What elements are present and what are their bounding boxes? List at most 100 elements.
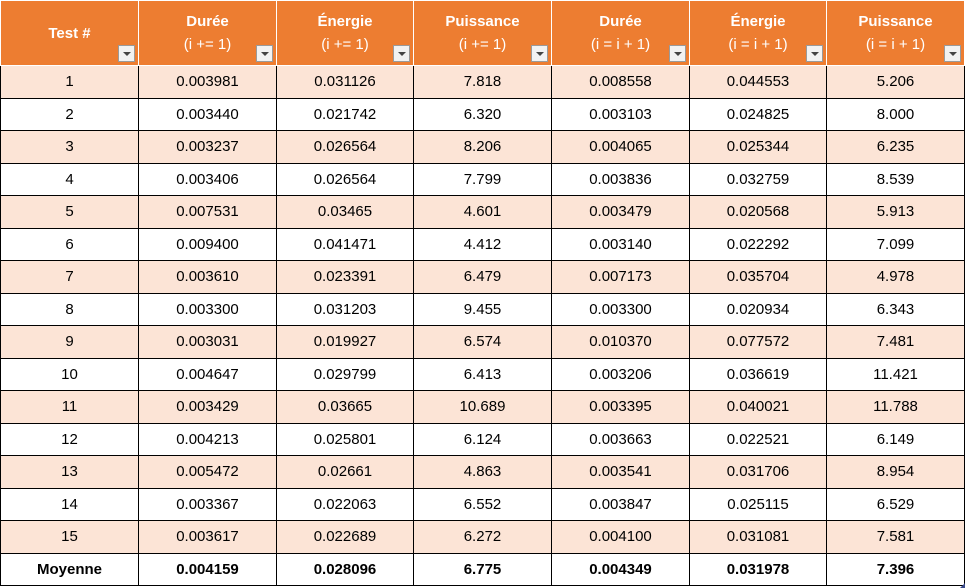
table-cell[interactable]: 0.003617: [138, 520, 277, 554]
table-cell[interactable]: 15: [0, 520, 139, 554]
table-cell[interactable]: 0.009400: [138, 227, 277, 261]
table-cell[interactable]: 0.003610: [138, 260, 277, 294]
table-cell[interactable]: 6.320: [413, 97, 552, 131]
average-cell[interactable]: 6.775: [413, 552, 552, 586]
table-cell[interactable]: 4.412: [413, 227, 552, 261]
table-cell[interactable]: 0.007531: [138, 195, 277, 229]
filter-dropdown-button[interactable]: [669, 45, 686, 62]
table-cell[interactable]: 4.863: [413, 455, 552, 489]
table-cell[interactable]: 0.004100: [551, 520, 690, 554]
table-cell[interactable]: 8.000: [826, 97, 965, 131]
table-cell[interactable]: 6.529: [826, 487, 965, 521]
table-resize-handle-icon[interactable]: [960, 583, 965, 588]
table-cell[interactable]: 0.029799: [276, 357, 414, 391]
average-cell[interactable]: 0.004159: [138, 552, 277, 586]
table-cell[interactable]: 8: [0, 292, 139, 326]
filter-dropdown-button[interactable]: [256, 45, 273, 62]
table-cell[interactable]: 11.421: [826, 357, 965, 391]
table-cell[interactable]: 0.003440: [138, 97, 277, 131]
table-cell[interactable]: 0.021742: [276, 97, 414, 131]
table-cell[interactable]: 0.003395: [551, 390, 690, 424]
table-cell[interactable]: 7.099: [826, 227, 965, 261]
table-cell[interactable]: 0.004213: [138, 422, 277, 456]
table-cell[interactable]: 0.022689: [276, 520, 414, 554]
table-cell[interactable]: 0.040021: [689, 390, 827, 424]
table-cell[interactable]: 0.003300: [138, 292, 277, 326]
table-cell[interactable]: 12: [0, 422, 139, 456]
filter-dropdown-button[interactable]: [944, 45, 961, 62]
filter-dropdown-button[interactable]: [393, 45, 410, 62]
table-cell[interactable]: 5.913: [826, 195, 965, 229]
table-cell[interactable]: 0.020934: [689, 292, 827, 326]
filter-dropdown-button[interactable]: [531, 45, 548, 62]
table-cell[interactable]: 0.003300: [551, 292, 690, 326]
table-cell[interactable]: 0.003479: [551, 195, 690, 229]
table-cell[interactable]: 6.343: [826, 292, 965, 326]
table-cell[interactable]: 0.031081: [689, 520, 827, 554]
table-cell[interactable]: 0.026564: [276, 162, 414, 196]
table-cell[interactable]: 0.022521: [689, 422, 827, 456]
table-cell[interactable]: 14: [0, 487, 139, 521]
table-cell[interactable]: 0.003237: [138, 130, 277, 164]
table-cell[interactable]: 0.022063: [276, 487, 414, 521]
table-cell[interactable]: 0.004647: [138, 357, 277, 391]
table-cell[interactable]: 0.019927: [276, 325, 414, 359]
table-cell[interactable]: 0.003103: [551, 97, 690, 131]
table-cell[interactable]: 8.954: [826, 455, 965, 489]
average-cell[interactable]: 0.031978: [689, 552, 827, 586]
average-cell[interactable]: 0.028096: [276, 552, 414, 586]
table-cell[interactable]: 7: [0, 260, 139, 294]
table-cell[interactable]: 0.024825: [689, 97, 827, 131]
table-cell[interactable]: 0.031126: [276, 65, 414, 99]
average-cell[interactable]: 7.396: [826, 552, 965, 586]
table-cell[interactable]: 2: [0, 97, 139, 131]
table-cell[interactable]: 4.978: [826, 260, 965, 294]
table-cell[interactable]: 0.008558: [551, 65, 690, 99]
table-cell[interactable]: 0.026564: [276, 130, 414, 164]
average-label[interactable]: Moyenne: [0, 552, 139, 586]
table-cell[interactable]: 0.003847: [551, 487, 690, 521]
table-cell[interactable]: 0.032759: [689, 162, 827, 196]
table-cell[interactable]: 0.041471: [276, 227, 414, 261]
table-cell[interactable]: 0.003406: [138, 162, 277, 196]
table-cell[interactable]: 0.003663: [551, 422, 690, 456]
table-cell[interactable]: 0.036619: [689, 357, 827, 391]
table-cell[interactable]: 7.481: [826, 325, 965, 359]
table-cell[interactable]: 0.023391: [276, 260, 414, 294]
table-cell[interactable]: 11: [0, 390, 139, 424]
table-cell[interactable]: 9.455: [413, 292, 552, 326]
table-cell[interactable]: 13: [0, 455, 139, 489]
table-cell[interactable]: 10: [0, 357, 139, 391]
filter-dropdown-button[interactable]: [118, 45, 135, 62]
table-cell[interactable]: 0.025115: [689, 487, 827, 521]
table-cell[interactable]: 0.022292: [689, 227, 827, 261]
table-cell[interactable]: 0.003541: [551, 455, 690, 489]
table-cell[interactable]: 10.689: [413, 390, 552, 424]
table-cell[interactable]: 3: [0, 130, 139, 164]
table-cell[interactable]: 8.206: [413, 130, 552, 164]
table-cell[interactable]: 6: [0, 227, 139, 261]
table-cell[interactable]: 0.010370: [551, 325, 690, 359]
table-cell[interactable]: 6.479: [413, 260, 552, 294]
table-cell[interactable]: 0.005472: [138, 455, 277, 489]
table-cell[interactable]: 0.031203: [276, 292, 414, 326]
table-cell[interactable]: 0.003206: [551, 357, 690, 391]
table-cell[interactable]: 0.03465: [276, 195, 414, 229]
table-cell[interactable]: 5.206: [826, 65, 965, 99]
table-cell[interactable]: 0.044553: [689, 65, 827, 99]
table-cell[interactable]: 0.003429: [138, 390, 277, 424]
table-cell[interactable]: 0.003367: [138, 487, 277, 521]
table-cell[interactable]: 0.025344: [689, 130, 827, 164]
table-cell[interactable]: 0.004065: [551, 130, 690, 164]
table-cell[interactable]: 4: [0, 162, 139, 196]
table-cell[interactable]: 5: [0, 195, 139, 229]
table-cell[interactable]: 6.272: [413, 520, 552, 554]
table-cell[interactable]: 0.003140: [551, 227, 690, 261]
table-cell[interactable]: 6.235: [826, 130, 965, 164]
table-cell[interactable]: 6.552: [413, 487, 552, 521]
table-cell[interactable]: 6.413: [413, 357, 552, 391]
table-cell[interactable]: 0.031706: [689, 455, 827, 489]
table-cell[interactable]: 6.574: [413, 325, 552, 359]
table-cell[interactable]: 7.581: [826, 520, 965, 554]
table-cell[interactable]: 9: [0, 325, 139, 359]
